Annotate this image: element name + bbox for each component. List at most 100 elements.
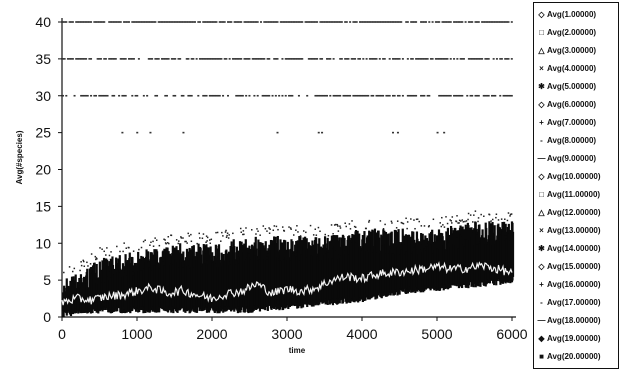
point	[476, 58, 479, 60]
point	[165, 242, 167, 245]
point	[365, 58, 368, 60]
point	[227, 21, 229, 23]
point	[80, 264, 83, 267]
point	[344, 94, 347, 97]
point	[157, 21, 160, 23]
point	[354, 94, 357, 97]
point	[276, 21, 279, 23]
point	[329, 58, 332, 60]
point	[198, 21, 201, 23]
point	[113, 21, 116, 23]
point	[461, 58, 464, 60]
legend-item: × Avg(13.00000)	[537, 222, 600, 240]
point	[209, 242, 212, 245]
point	[500, 21, 503, 23]
legend: ◇ Avg(1.00000) □ Avg(2.00000) △ Avg(3.00000) ×…	[533, 2, 619, 369]
point	[180, 21, 183, 23]
point	[205, 241, 207, 243]
point	[71, 58, 74, 60]
point	[240, 94, 243, 97]
point	[388, 58, 391, 60]
point	[108, 254, 111, 257]
point	[393, 58, 396, 60]
point	[321, 94, 324, 97]
point	[461, 219, 464, 221]
point	[274, 21, 277, 23]
point	[299, 21, 302, 23]
point	[187, 58, 190, 60]
legend-marker-icon: +	[539, 118, 544, 127]
point	[164, 58, 167, 60]
point	[444, 58, 447, 60]
point	[396, 94, 399, 97]
point	[440, 225, 443, 228]
point	[88, 58, 91, 60]
legend-marker-icon: △	[538, 208, 545, 217]
point	[490, 220, 492, 222]
point	[253, 94, 256, 97]
point	[281, 226, 284, 228]
point	[177, 58, 180, 60]
x-tick-label: 0	[58, 326, 66, 342]
point	[375, 94, 378, 97]
legend-marker-icon: ✱	[538, 82, 545, 91]
point	[487, 21, 490, 23]
point	[104, 94, 107, 97]
point	[314, 228, 317, 230]
point	[291, 58, 294, 60]
point	[446, 94, 449, 97]
dense-band	[62, 210, 515, 317]
point	[355, 94, 358, 97]
point	[85, 58, 88, 60]
point	[461, 21, 464, 23]
point	[494, 94, 497, 97]
point	[248, 58, 251, 60]
point	[170, 58, 173, 60]
point	[213, 94, 216, 97]
point	[205, 235, 208, 237]
point	[198, 232, 200, 235]
point	[232, 232, 234, 235]
point	[423, 94, 426, 97]
legend-label: Avg(14.00000)	[547, 244, 601, 253]
point	[235, 21, 238, 23]
point	[434, 58, 437, 60]
legend-item: + Avg(7.00000)	[537, 114, 596, 132]
point	[507, 21, 510, 23]
point	[175, 239, 178, 241]
point	[469, 94, 472, 97]
point	[76, 21, 79, 23]
point	[93, 21, 96, 23]
point	[321, 21, 324, 23]
point	[471, 58, 474, 60]
point	[157, 58, 160, 60]
point	[284, 21, 287, 23]
point	[264, 94, 267, 97]
point	[119, 250, 121, 253]
legend-marker-icon: □	[539, 190, 544, 199]
point	[443, 58, 446, 60]
point	[335, 21, 338, 23]
point	[246, 21, 249, 23]
point	[238, 58, 241, 60]
point	[279, 21, 282, 23]
point	[83, 260, 85, 263]
point	[123, 242, 125, 244]
point	[139, 21, 142, 23]
point	[332, 21, 335, 23]
legend-label: Avg(17.00000)	[547, 298, 601, 307]
tick-labels: 0 5 10 15 20 25 30 35 40 0 1000 2000 3000 4000 5000 600…	[35, 14, 527, 342]
x-tick-label: 5000	[421, 326, 452, 342]
point	[396, 21, 399, 23]
point	[305, 231, 307, 234]
point	[95, 258, 97, 261]
point	[203, 58, 206, 60]
point	[420, 58, 423, 60]
legend-item: ✱ Avg(14.00000)	[537, 240, 601, 258]
legend-item: □ Avg(2.00000)	[537, 24, 596, 42]
legend-item: — Avg(18.00000)	[537, 312, 601, 330]
point	[281, 21, 284, 23]
point	[339, 58, 342, 60]
point	[238, 21, 241, 23]
point	[104, 58, 107, 60]
